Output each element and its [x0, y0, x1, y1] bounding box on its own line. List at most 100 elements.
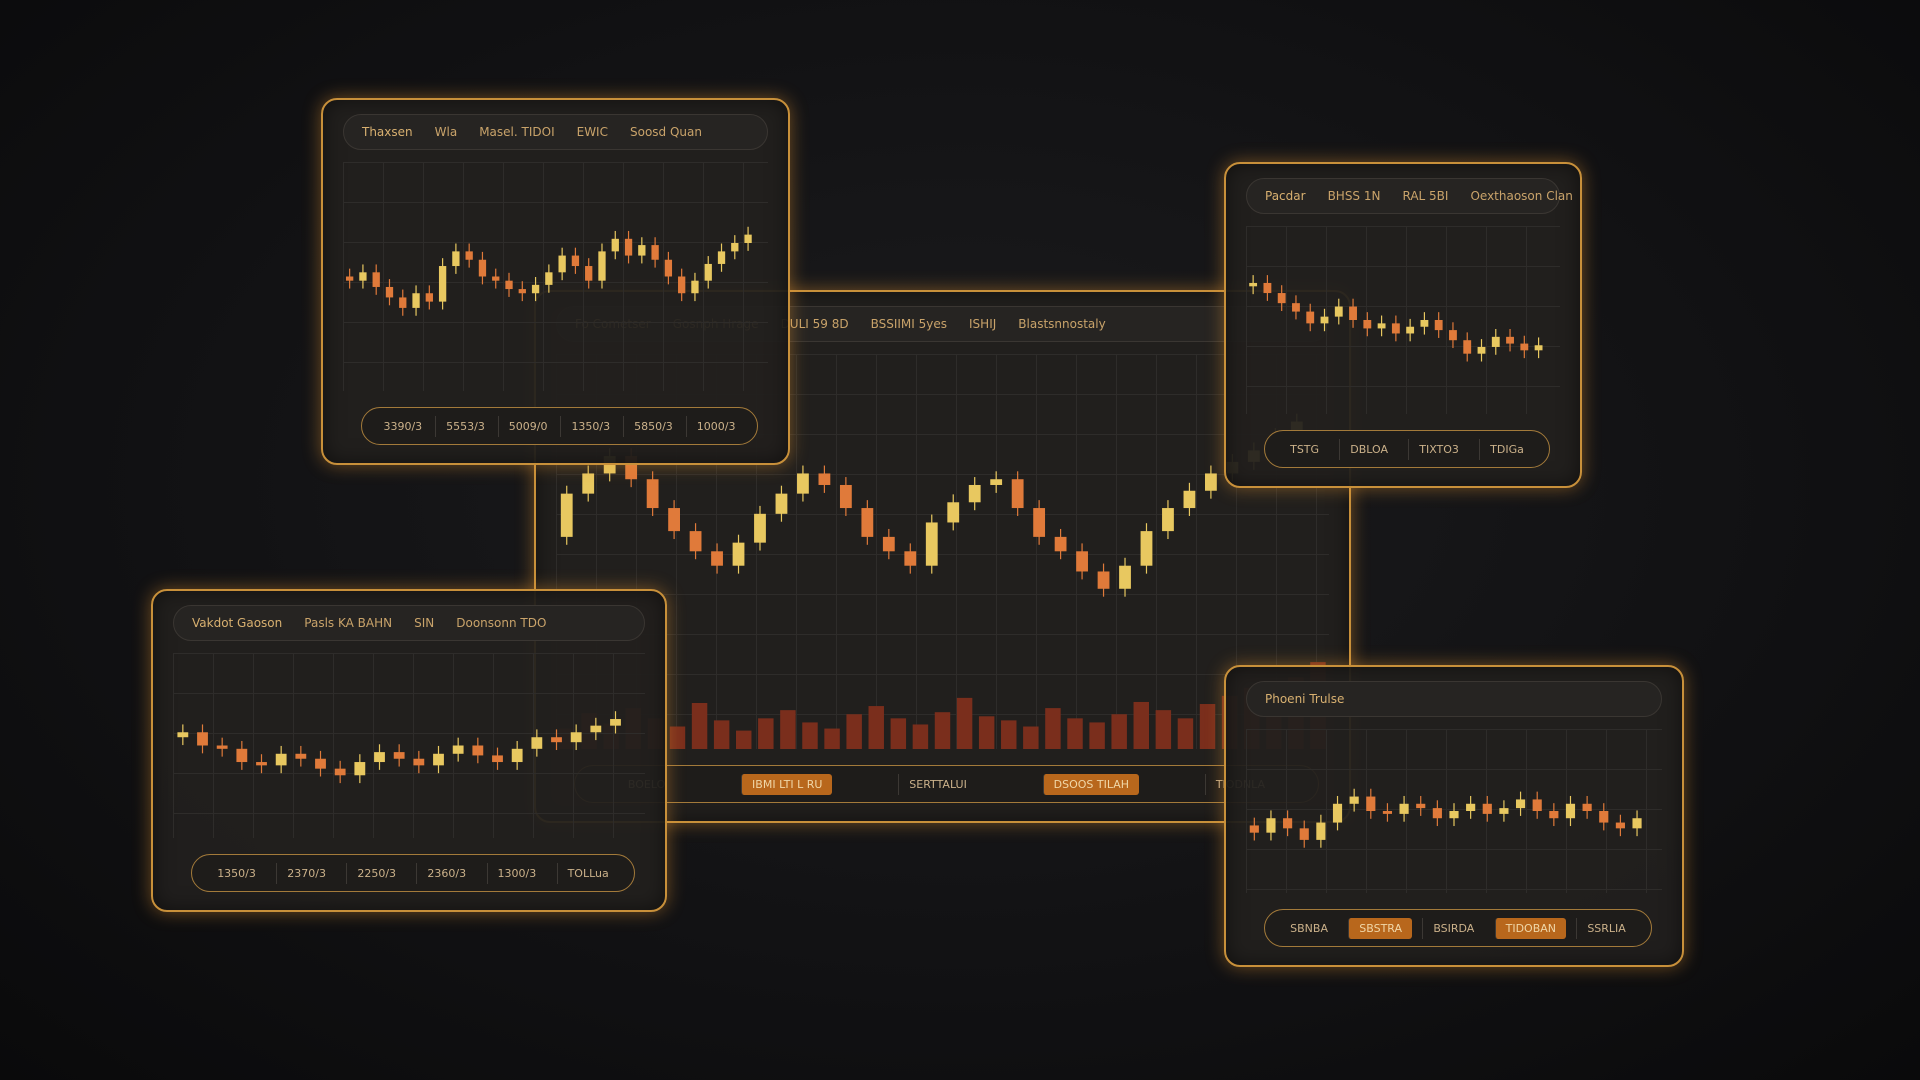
candle	[1482, 795, 1492, 822]
volume-bar	[735, 730, 752, 749]
timeframe-button[interactable]: 5850/3	[623, 415, 683, 437]
candle-body	[374, 752, 385, 763]
candle	[1377, 315, 1386, 337]
timeframe-button[interactable]: SERTTALUI	[898, 773, 977, 795]
candle	[668, 500, 681, 540]
candle	[372, 264, 380, 295]
candle	[968, 477, 981, 511]
timeframe-button[interactable]: SSRLIA	[1576, 917, 1636, 939]
volume-bar	[824, 728, 840, 749]
chart-panel: Vakdot Gaoson Pasls KA BAHN SIN Doonsonn TD…	[151, 589, 667, 912]
candle	[732, 534, 745, 574]
candle	[1033, 500, 1046, 545]
candle	[571, 247, 580, 274]
candle	[505, 272, 513, 297]
candle	[598, 243, 606, 289]
candle-body	[1532, 799, 1542, 811]
candle-body	[334, 768, 346, 776]
candle-body	[839, 484, 852, 509]
timeframe-button[interactable]: BSIRDA	[1422, 917, 1484, 939]
chart-panel: Thaxsen Wla Masel. TIDOI EWIC Soosd Quan 3390…	[321, 98, 790, 465]
timeframe-button[interactable]: SBNBA	[1290, 921, 1328, 935]
candle-body	[1549, 811, 1559, 819]
candle-body	[1320, 316, 1329, 324]
plot-area	[1246, 226, 1560, 414]
candle-body	[1011, 479, 1024, 509]
candle	[1054, 528, 1067, 560]
candle	[359, 264, 367, 289]
candle-body	[1204, 473, 1217, 491]
candle-body	[1449, 330, 1457, 341]
candle-body	[1277, 293, 1286, 304]
candle-body	[359, 272, 367, 281]
candle	[678, 268, 686, 302]
candle	[1532, 791, 1542, 819]
timeframe-button[interactable]: 2250/3	[346, 862, 406, 884]
candle-body	[904, 551, 917, 566]
candle	[1420, 312, 1429, 335]
candle	[990, 471, 1003, 493]
candle	[711, 543, 723, 574]
candle	[1283, 810, 1293, 837]
timeframe-button[interactable]: 1350/3	[217, 866, 256, 880]
timeframe-button[interactable]: DBLOA	[1339, 438, 1398, 460]
candle	[1263, 275, 1272, 301]
timeframe-button[interactable]: DSOOS TILAH	[1042, 773, 1140, 795]
timeframe-button[interactable]: SBSTRA	[1348, 917, 1413, 939]
timeframe-button[interactable]: IBMI LTI L RU	[741, 773, 833, 795]
candle-body	[1299, 828, 1309, 840]
candle	[1349, 298, 1357, 328]
candle	[1363, 312, 1372, 337]
timeframe-button[interactable]: TDIGa	[1479, 438, 1534, 460]
candlestick-chart	[177, 711, 621, 784]
timeframe-button[interactable]: 2370/3	[276, 862, 336, 884]
candle	[465, 243, 473, 268]
candle-body	[372, 272, 380, 287]
candle-body	[1266, 818, 1276, 833]
timeframe-button[interactable]: 5009/0	[497, 415, 558, 437]
candle	[1320, 308, 1329, 332]
candle-body	[882, 536, 895, 552]
timeframe-button[interactable]: 3390/3	[383, 419, 423, 433]
candle-body	[1377, 323, 1386, 329]
timeframe-button[interactable]: TOLLua	[556, 862, 619, 884]
candle	[1466, 795, 1476, 819]
candle	[1506, 329, 1514, 352]
header-text: ISHIJ	[969, 317, 997, 331]
candle-body	[1391, 323, 1400, 334]
candle-body	[611, 238, 619, 252]
candle	[236, 740, 248, 770]
volume-bar	[868, 706, 884, 749]
volume-bar	[691, 702, 708, 749]
candle-body	[1332, 803, 1343, 823]
volume-bar	[1045, 708, 1061, 749]
timeframe-button[interactable]: 1300/3	[486, 862, 547, 884]
candle	[472, 737, 484, 764]
timeframe-button[interactable]: 5553/3	[435, 415, 495, 437]
candle-body	[1582, 803, 1592, 811]
candle-body	[558, 255, 566, 273]
candle	[754, 505, 766, 551]
candle-body	[1119, 565, 1131, 589]
candle-body	[315, 758, 326, 769]
candle-body	[570, 732, 582, 743]
candle-body	[590, 725, 602, 733]
candle	[818, 465, 831, 493]
candle-body	[438, 266, 447, 302]
timeframe-button[interactable]: 1000/3	[685, 415, 746, 437]
candle-body	[1515, 799, 1526, 809]
timeframe-button[interactable]: 1350/3	[560, 415, 620, 437]
candle	[393, 744, 405, 767]
timeframe-button[interactable]: TSTG	[1290, 442, 1320, 456]
timeframe-button[interactable]: 2360/3	[416, 862, 476, 884]
header-text: BHSS 1N	[1327, 189, 1381, 203]
candle-body	[511, 748, 523, 763]
candlestick-chart	[1249, 275, 1543, 362]
volume-bar	[1067, 718, 1083, 749]
candle-body	[1249, 282, 1258, 287]
candle	[925, 514, 938, 574]
timeframe-bar: SBNBA SBSTRA BSIRDA TIDOBAN SSRLIA	[1264, 909, 1652, 947]
timeframe-button[interactable]: TIDOBAN	[1494, 917, 1567, 939]
timeframe-button[interactable]: TIXTO3	[1408, 438, 1469, 460]
candle	[611, 230, 619, 260]
